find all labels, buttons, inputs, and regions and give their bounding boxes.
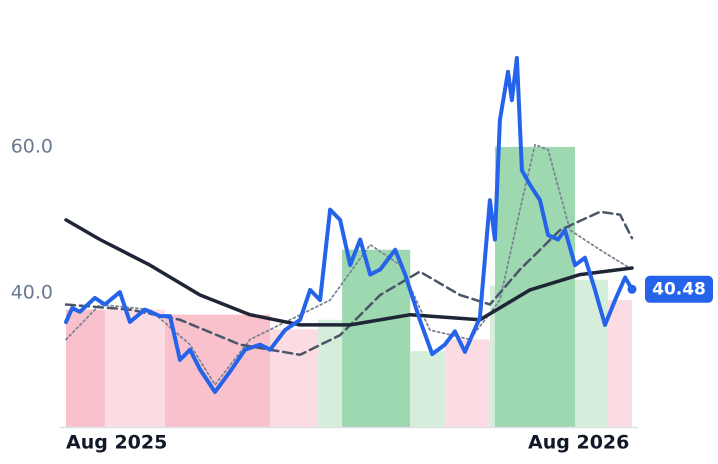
band [575,279,609,427]
y-tick-label: 40.0 [11,281,53,303]
band [608,300,632,427]
labels: 40.0 60.0 Aug 2025 Aug 2026 40.48 [11,135,713,454]
band [489,285,495,427]
value-badge [645,275,713,303]
series-line [64,218,634,327]
y-tick-label: 60.0 [11,135,53,157]
band [318,319,343,427]
lines [64,55,634,394]
x-tick-label: Aug 2026 [528,432,629,454]
series-line [64,55,634,394]
series-line [64,210,634,357]
band [342,249,411,427]
band [66,309,105,427]
band [164,314,271,427]
band [104,309,165,427]
band [270,329,319,427]
band [444,339,490,427]
x-tick-label: Aug 2025 [66,432,167,454]
band [410,351,445,427]
bands [66,146,632,427]
value-badge-label: 40.48 [652,279,706,299]
last-point [627,284,637,294]
